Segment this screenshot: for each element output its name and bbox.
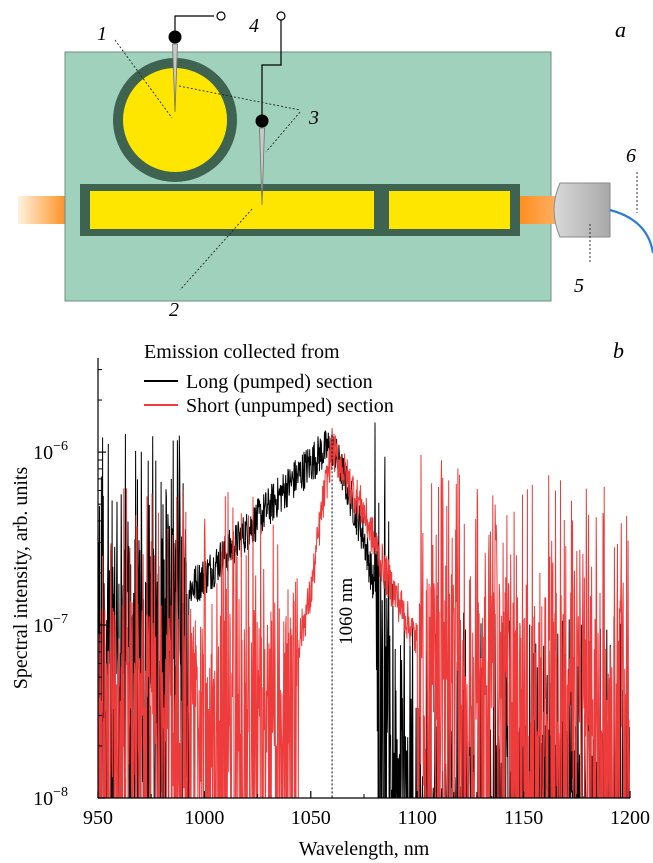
pump-disc: [123, 68, 227, 172]
fiber-icon: [609, 208, 653, 254]
callout-3: 3: [308, 107, 319, 129]
short-section: [389, 191, 510, 229]
leader-lines: [114, 39, 638, 291]
panel-a: 1 4 3 2 5 6 a: [18, 11, 653, 321]
panel-b-label: b: [613, 338, 624, 363]
panel-a-label: a: [615, 17, 626, 42]
callout-5: 5: [574, 275, 584, 297]
x-tick-label-4: 1150: [504, 807, 543, 829]
y-tick-label-2: 10−6: [33, 439, 68, 464]
y-axis-title: Spectral intensity, arb. units: [10, 467, 32, 690]
y-tick-label-1: 10−7: [33, 612, 68, 637]
probe-needle-icon-2: [255, 11, 286, 206]
x-tick-label-0: 950: [83, 807, 113, 829]
x-tick-label-1: 1000: [184, 807, 224, 829]
series-layer: [98, 422, 630, 798]
callout-6: 6: [626, 145, 636, 167]
x-tick-label-2: 1050: [291, 807, 331, 829]
callout-2: 2: [169, 299, 179, 321]
legend-title: Emission collected from: [144, 341, 340, 363]
x-axis-title: Wavelength, nm: [299, 838, 430, 860]
series-1: [98, 427, 630, 798]
legend: Emission collected from Long (pumped) se…: [144, 341, 394, 417]
panel-b: b 1060 nm 950 1000 1050 1100 1150 1200 10−8 10−…: [10, 338, 650, 860]
legend-entry-short: Short (unpumped) section: [186, 395, 394, 417]
lens-icon: [553, 182, 611, 238]
legend-entry-long: Long (pumped) section: [186, 371, 373, 393]
callout-4: 4: [249, 15, 259, 37]
beam-left: [18, 196, 68, 224]
y-tick-label-0: 10−8: [33, 785, 68, 810]
contact-terminal-icon: [216, 11, 226, 21]
long-section: [90, 191, 374, 229]
annotation-label: 1060 nm: [336, 578, 357, 645]
x-tick-label-5: 1200: [610, 807, 650, 829]
ticks-layer: 950 1000 1050 1100 1150 1200 10−8 10−7 10−6: [33, 369, 650, 829]
callout-1: 1: [97, 23, 107, 45]
contact-terminal-icon-2: [276, 11, 286, 21]
x-tick-label-3: 1100: [398, 807, 437, 829]
probe-needle-icon: [168, 11, 226, 113]
